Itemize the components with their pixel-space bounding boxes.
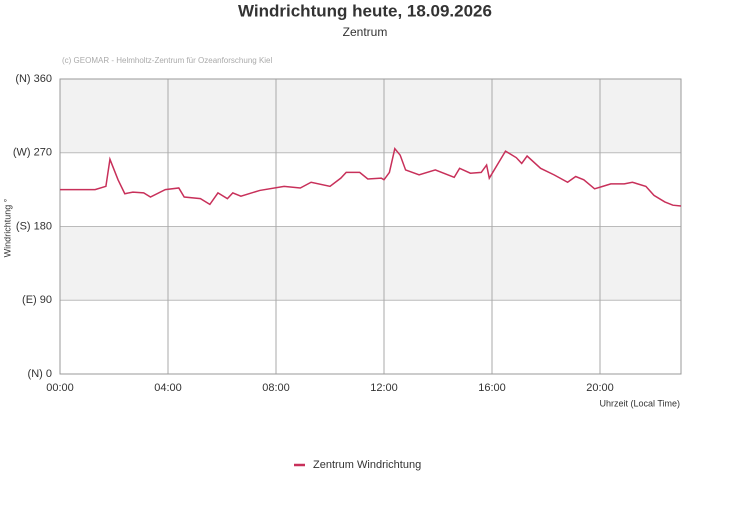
y-tick-label: (N) 360 <box>15 73 52 85</box>
legend-label: Zentrum Windrichtung <box>313 459 421 471</box>
x-tick-label: 00:00 <box>46 382 74 394</box>
credit: (c) GEOMAR - Helmholtz-Zentrum für Ozean… <box>62 56 273 65</box>
chart-title: Windrichtung heute, 18.09.2026 <box>238 1 492 20</box>
data-line <box>60 146 682 207</box>
y-tick-label: (N) 0 <box>28 368 52 380</box>
x-tick-label: 16:00 <box>478 382 506 394</box>
plot-border <box>59 78 682 375</box>
chart-subtitle: Zentrum <box>343 25 388 39</box>
y-tick-label: (W) 270 <box>13 147 52 159</box>
y-tick-label: (S) 180 <box>16 220 52 232</box>
x-axis-label: Uhrzeit (Local Time) <box>599 398 680 408</box>
x-tick-label: 08:00 <box>262 382 290 394</box>
plot-band <box>60 79 681 153</box>
x-tick-label: 04:00 <box>154 382 182 394</box>
y-tick-label: (E) 90 <box>22 294 52 306</box>
plot-band <box>60 226 681 301</box>
plot-band <box>60 300 681 374</box>
x-tick-label: 20:00 <box>586 382 614 394</box>
x-tick-label: 12:00 <box>370 382 398 394</box>
y-axis-label: Windrichtung ° <box>2 198 12 257</box>
plot-band <box>60 152 681 227</box>
